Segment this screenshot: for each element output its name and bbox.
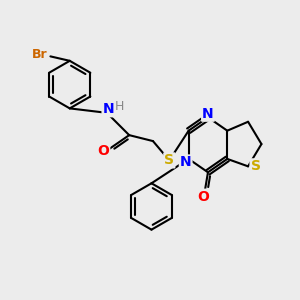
Text: N: N xyxy=(202,107,214,121)
Text: S: S xyxy=(164,153,174,167)
Text: O: O xyxy=(98,145,109,158)
Text: S: S xyxy=(250,159,260,173)
Text: Br: Br xyxy=(32,48,48,61)
Text: H: H xyxy=(115,100,124,113)
Text: N: N xyxy=(103,102,114,116)
Text: O: O xyxy=(198,190,209,204)
Text: N: N xyxy=(180,155,191,170)
